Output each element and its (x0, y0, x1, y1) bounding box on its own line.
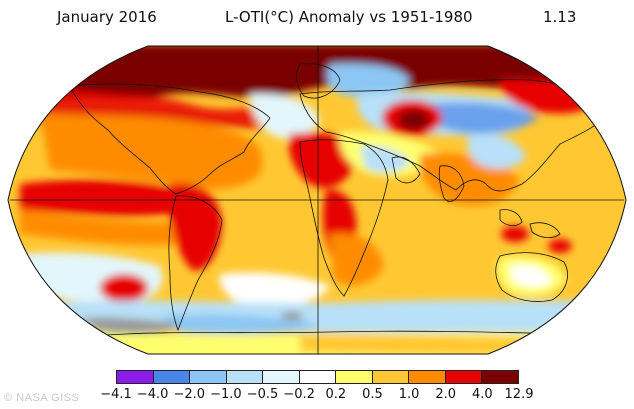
legend-tick-label: −2.0 (173, 387, 206, 402)
legend-tick-label: 4.0 (472, 387, 493, 402)
legend-tick-label: −4.0 (136, 387, 169, 402)
legend-tick-label: −0.2 (283, 387, 315, 402)
legend-swatch (409, 371, 446, 383)
anomaly-map-svg (7, 45, 627, 355)
map-title: L-OTI(°C) Anomaly vs 1951-1980 (225, 8, 473, 26)
legend-swatch (336, 371, 373, 383)
legend-tick-label: −4.1 (100, 387, 132, 402)
credit-label: © NASA GISS (4, 392, 80, 404)
legend-swatch (226, 371, 264, 383)
globe-fill (8, 46, 626, 354)
legend-tick-label: 2.0 (435, 387, 457, 402)
legend-swatch (117, 371, 154, 383)
globe-outline (7, 45, 627, 355)
legend-tick-label: −1.0 (210, 387, 242, 402)
legend-swatch (482, 371, 519, 383)
legend-tick-label: 0.2 (325, 387, 347, 402)
legend-tick-label: 0.5 (362, 387, 383, 402)
legend-tick-label: −0.5 (246, 387, 279, 402)
global-mean-value: 1.13 (543, 8, 577, 26)
map-month-label: January 2016 (57, 8, 157, 26)
legend-tick-label: 1.0 (398, 387, 420, 402)
legend-tick-label: 12.9 (504, 387, 534, 402)
legend-swatch (299, 371, 337, 383)
color-legend (116, 370, 519, 384)
legend-swatch (445, 371, 483, 383)
legend-swatch (372, 371, 410, 383)
legend-ticks: −4.1 −4.0 −2.0 −1.0 −0.5 −0.2 0.2 0.5 1.0 2.0 4.0 1… (100, 387, 533, 405)
legend-swatch (263, 371, 300, 383)
anomaly-map (0, 34, 634, 364)
legend-swatch (153, 371, 191, 383)
legend-swatch (190, 371, 227, 383)
map-header: January 2016 L-OTI(°C) Anomaly vs 1951-1… (0, 0, 634, 34)
